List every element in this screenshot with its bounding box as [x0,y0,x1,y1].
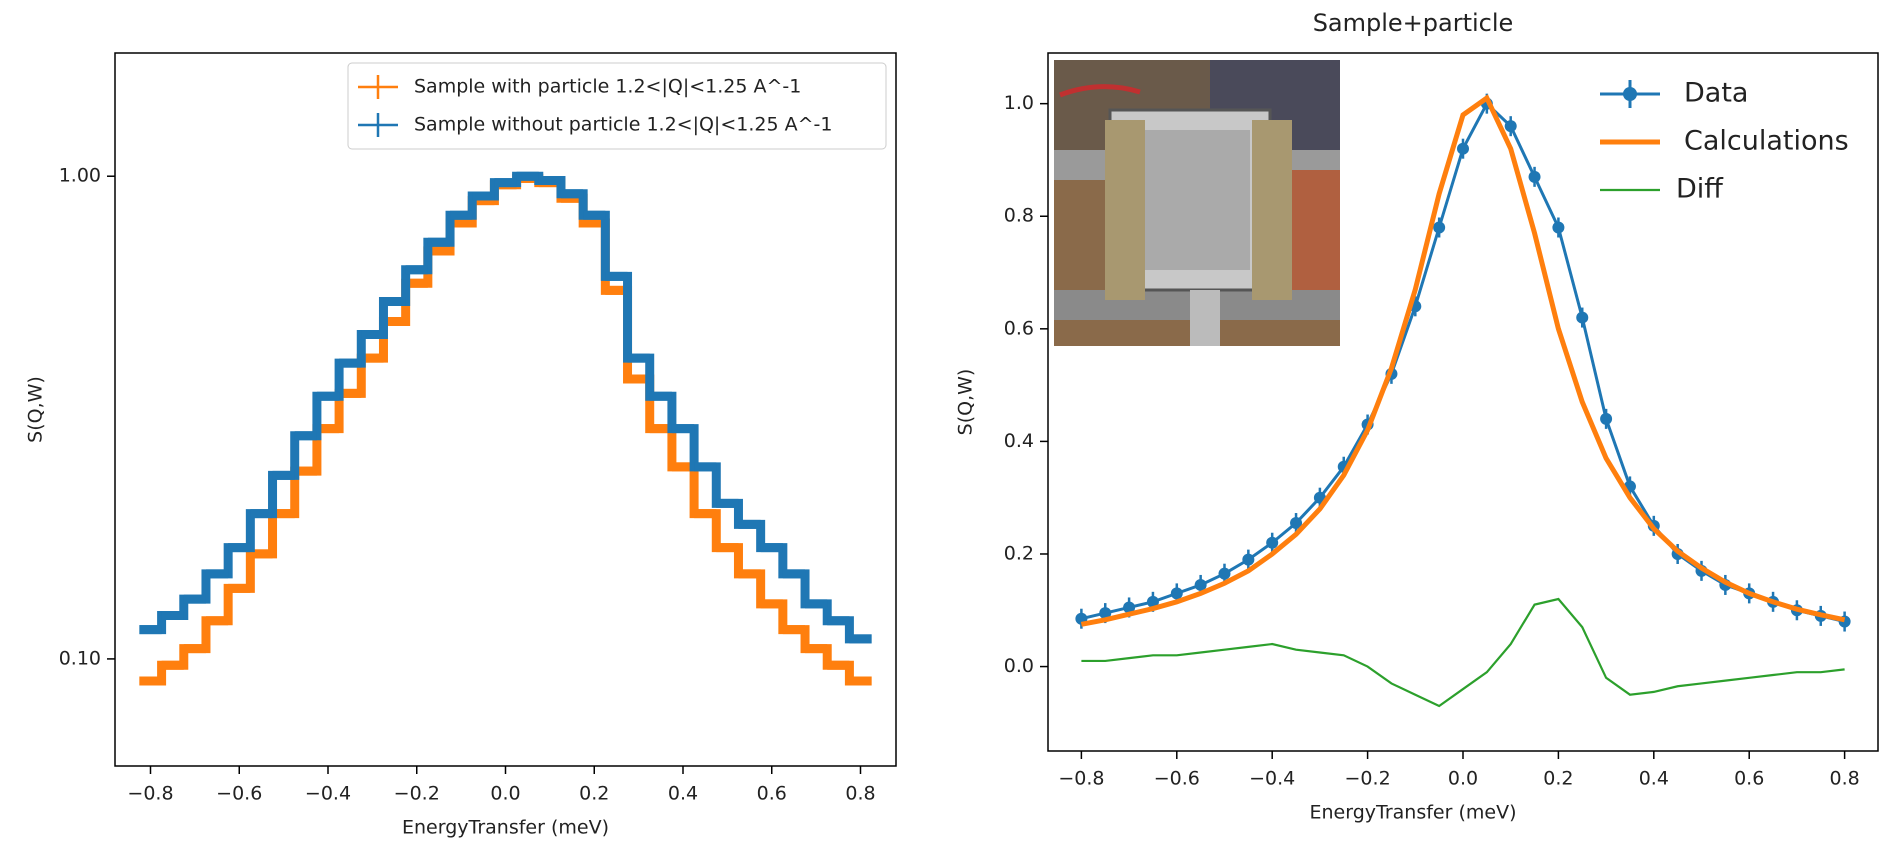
x-axis-label: EnergyTransfer (meV) [402,817,609,839]
data-point [1600,412,1613,425]
series-line [1080,94,1846,627]
data-point [1576,311,1589,324]
x-tick-label: −0.8 [127,783,173,805]
inset-photo [1054,60,1340,346]
y-axis-label: S(Q,W) [955,369,977,436]
x-tick-label: −0.6 [216,783,262,805]
data-point [1457,142,1469,155]
legend: Data Calculations Diff [1600,78,1849,205]
legend: Sample with particle 1.2<|Q|<1.25 A^-1 Sa… [347,62,887,150]
x-tick-label: 0.0 [490,783,520,805]
x-tick-label: −0.6 [1154,768,1200,790]
legend-label: Sample without particle 1.2<|Q|<1.25 A^-… [414,114,832,136]
y-tick-label: 1.00 [59,165,101,187]
x-tick-label: −0.8 [1058,768,1104,790]
y-tick-label: 0.6 [1004,317,1034,339]
y-axis-label: S(Q,W) [25,376,47,443]
data-point [1552,221,1565,234]
data-point [1194,578,1207,591]
x-tick-label: 0.2 [579,783,609,805]
data-point [1170,587,1183,600]
legend-label: Diff [1676,174,1724,205]
legend-label: Data [1684,78,1748,109]
x-tick-label: 0.6 [757,783,787,805]
x-tick-label: 0.2 [1543,768,1573,790]
data-point [1266,536,1279,549]
data-point [1528,170,1541,183]
x-tick-label: 0.4 [1639,768,1669,790]
x-tick-label: −0.4 [305,783,351,805]
x-tick-label: −0.2 [394,783,440,805]
x-tick-label: 0.0 [1448,768,1478,790]
x-axis-label: EnergyTransfer (meV) [1310,802,1517,824]
x-tick-label: 0.4 [668,783,698,805]
data-point [1099,607,1112,620]
y-tick-label: 0.0 [1004,655,1034,677]
axes-frame [1047,52,1879,752]
x-tick-label: 0.8 [1829,768,1859,790]
data-point [1290,517,1303,530]
data-point [1433,221,1446,234]
data-point [1146,595,1159,608]
series-layer [1075,93,1851,708]
legend-marker [1623,87,1637,101]
y-tick-label: 0.4 [1004,430,1034,452]
series-line [1081,597,1845,708]
data-point [1242,553,1255,566]
data-point [1123,601,1136,614]
legend-label: Sample with particle 1.2<|Q|<1.25 A^-1 [414,76,801,98]
x-tick-label: −0.4 [1249,768,1295,790]
series-layer [139,171,872,686]
x-tick-label: 0.8 [845,783,875,805]
x-tick-label: −0.2 [1345,768,1391,790]
y-tick-label: 0.8 [1004,205,1034,227]
data-point [1218,567,1231,580]
legend-frame [347,62,887,150]
chart-title: Sample+particle [1313,9,1514,37]
y-tick-label: 0.2 [1004,542,1034,564]
legend-label: Calculations [1684,126,1849,157]
x-tick-label: 0.6 [1734,768,1764,790]
axes-frame [114,52,897,767]
y-tick-label: 0.10 [59,647,101,669]
y-tick-label: 1.0 [1004,92,1034,114]
data-point [1504,120,1517,133]
